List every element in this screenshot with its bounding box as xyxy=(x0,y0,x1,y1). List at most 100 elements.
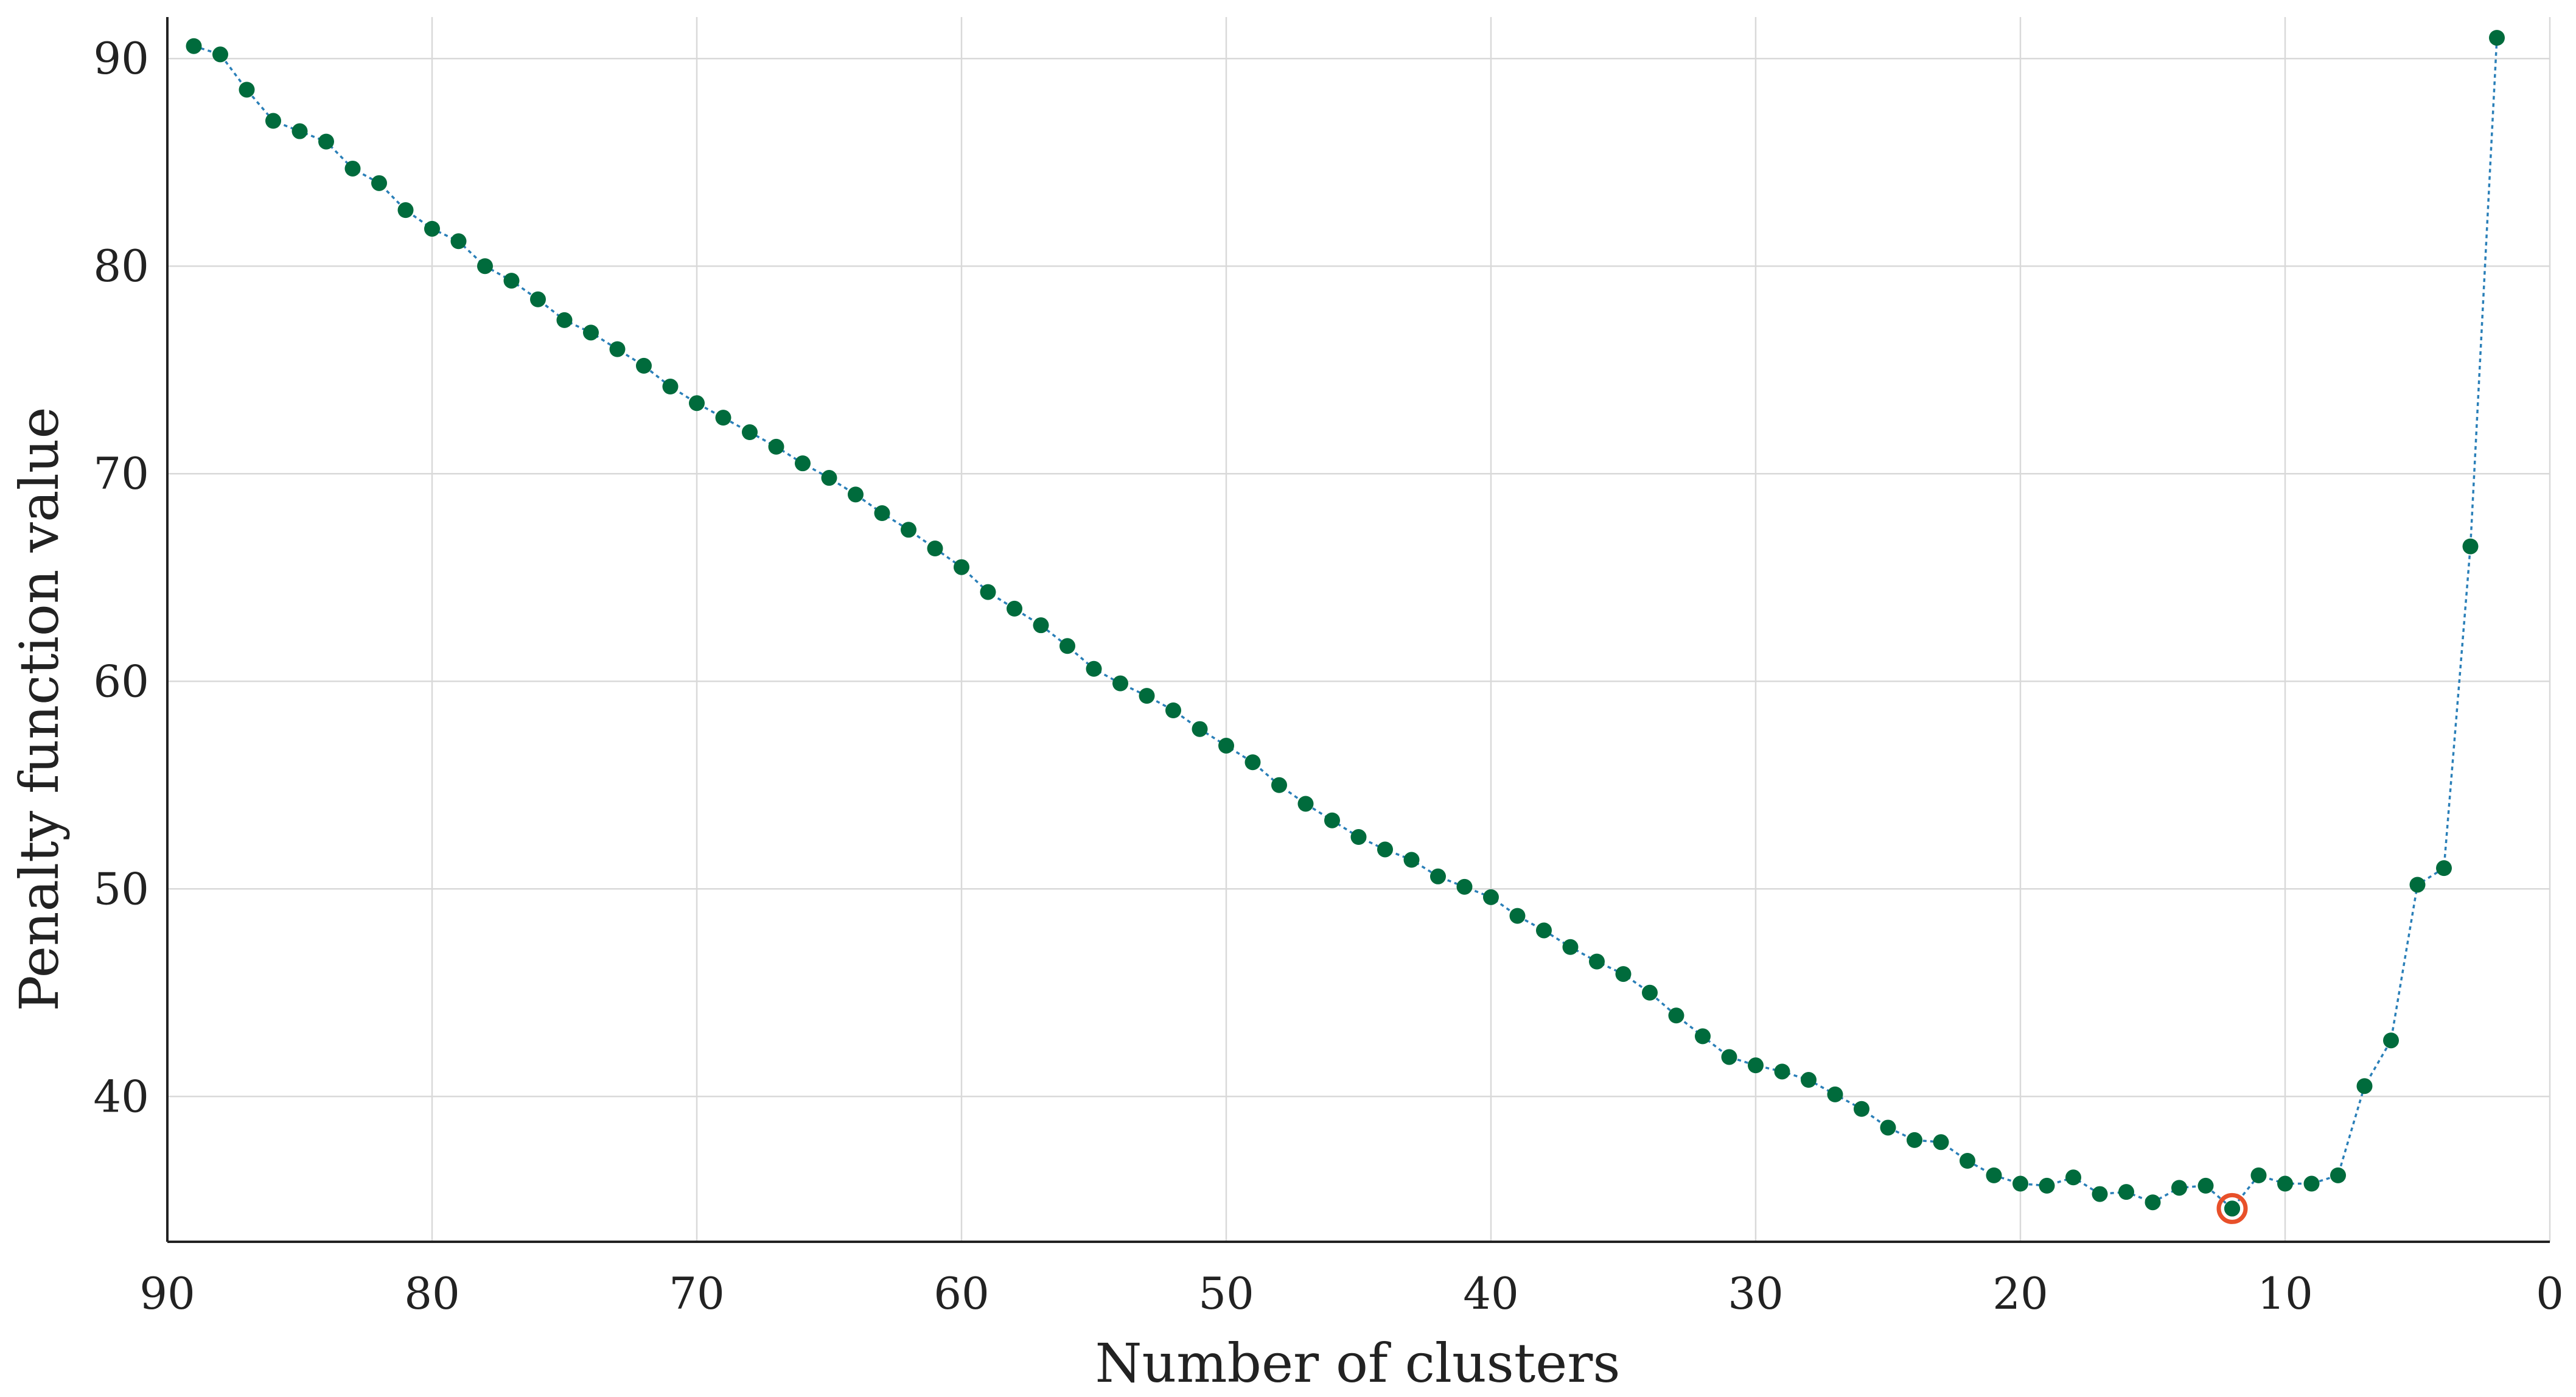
axes xyxy=(166,17,2550,1243)
data-point xyxy=(265,113,281,129)
data-point xyxy=(821,470,837,486)
data-point xyxy=(530,291,546,307)
y-tick-label: 80 xyxy=(93,240,149,292)
data-point xyxy=(2383,1032,2399,1049)
data-point xyxy=(556,312,573,328)
data-point xyxy=(1668,1007,1684,1024)
data-point xyxy=(186,38,202,54)
data-point xyxy=(2065,1169,2081,1186)
data-point xyxy=(609,341,626,357)
data-point xyxy=(1880,1119,1896,1136)
data-point xyxy=(2145,1194,2161,1211)
x-tick-label: 40 xyxy=(1463,1268,1519,1319)
data-point xyxy=(768,438,784,455)
x-tick-label: 60 xyxy=(934,1268,990,1319)
data-point xyxy=(2489,30,2505,46)
data-point xyxy=(1112,675,1128,691)
data-point xyxy=(901,522,916,538)
data-point xyxy=(1589,953,1605,970)
minimum-marker-point xyxy=(2224,1200,2240,1217)
data-point xyxy=(1509,908,1526,924)
data-point xyxy=(1033,617,1049,634)
data-point xyxy=(1615,966,1632,982)
y-tick-label: 50 xyxy=(93,863,149,914)
data-point xyxy=(2118,1184,2134,1200)
data-point xyxy=(2092,1186,2108,1202)
data-point xyxy=(397,202,414,219)
data-point xyxy=(344,160,361,177)
data-point xyxy=(636,357,652,374)
x-tick-label: 20 xyxy=(1992,1268,2048,1319)
data-point xyxy=(2330,1167,2346,1183)
data-point xyxy=(1244,754,1261,771)
x-tick-labels: 90 80 70 60 50 40 30 20 10 0 xyxy=(139,1268,2564,1319)
data-point xyxy=(1801,1072,1817,1088)
data-point xyxy=(477,258,493,275)
data-point xyxy=(1986,1167,2002,1183)
data-point xyxy=(1403,852,1420,868)
data-point xyxy=(2039,1177,2055,1194)
data-point xyxy=(1933,1134,1949,1150)
data-point xyxy=(1350,829,1367,846)
data-point xyxy=(874,505,890,522)
data-point xyxy=(2197,1177,2214,1194)
data-point xyxy=(2303,1175,2320,1192)
series-line xyxy=(193,38,2498,1210)
data-point xyxy=(1456,878,1473,895)
data-point xyxy=(1854,1101,1869,1117)
data-point xyxy=(1324,812,1340,828)
data-point xyxy=(2012,1175,2028,1192)
data-points xyxy=(186,30,2505,1217)
data-point xyxy=(927,541,943,557)
data-point xyxy=(1007,600,1022,617)
x-tick-label: 90 xyxy=(139,1268,195,1319)
data-point xyxy=(503,273,520,289)
x-axis-label: Number of clusters xyxy=(1095,1332,1620,1395)
data-point xyxy=(980,584,996,600)
grid xyxy=(167,17,2551,1242)
y-tick-label: 60 xyxy=(93,656,149,707)
data-point xyxy=(239,82,255,98)
data-point xyxy=(1483,889,1499,905)
y-tick-label: 40 xyxy=(93,1071,149,1122)
data-point xyxy=(662,379,679,395)
x-tick-label: 70 xyxy=(669,1268,725,1319)
data-point xyxy=(2171,1180,2187,1196)
data-point xyxy=(954,559,969,575)
data-point xyxy=(742,424,758,441)
data-point xyxy=(450,233,467,250)
y-tick-label: 90 xyxy=(93,33,149,84)
highlight-point xyxy=(2216,1192,2248,1224)
data-point xyxy=(1086,660,1102,677)
y-tick-labels: 40 50 60 70 80 90 xyxy=(93,33,149,1122)
x-tick-label: 0 xyxy=(2536,1268,2564,1319)
data-point xyxy=(795,455,811,472)
data-point xyxy=(848,486,864,503)
data-point xyxy=(1827,1086,1843,1102)
data-point xyxy=(689,395,705,411)
data-point xyxy=(1430,868,1446,884)
data-point xyxy=(1377,841,1393,858)
data-point xyxy=(2356,1078,2373,1094)
data-point xyxy=(1774,1063,1790,1080)
data-point xyxy=(1059,638,1075,654)
x-tick-label: 80 xyxy=(404,1268,460,1319)
data-point xyxy=(2462,538,2479,555)
data-point xyxy=(2409,877,2426,893)
data-point xyxy=(291,123,308,139)
data-point xyxy=(2250,1167,2267,1183)
data-point xyxy=(1192,721,1208,737)
data-point xyxy=(2436,860,2452,877)
data-point xyxy=(1165,702,1181,718)
data-point xyxy=(1536,922,1552,939)
data-point xyxy=(1721,1049,1737,1065)
data-point xyxy=(1218,737,1234,754)
data-point xyxy=(1642,984,1658,1001)
data-point xyxy=(212,46,228,63)
data-point xyxy=(424,220,440,237)
data-point xyxy=(1271,777,1287,793)
data-point xyxy=(1907,1132,1922,1148)
x-tick-label: 10 xyxy=(2257,1268,2313,1319)
data-point xyxy=(2277,1175,2293,1192)
